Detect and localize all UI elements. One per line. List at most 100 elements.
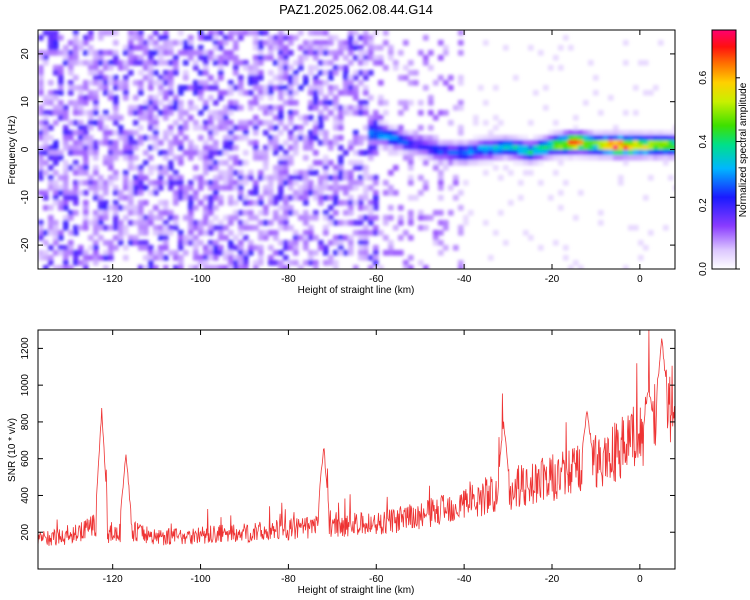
spectrogram-cell	[93, 190, 99, 196]
spectrogram-cell	[303, 200, 309, 206]
spectrogram-cell	[93, 50, 99, 56]
spectrogram-cell	[498, 175, 504, 181]
spectrogram-cell	[203, 150, 209, 156]
spectrogram-cell	[468, 150, 474, 156]
spectrogram-cell	[258, 255, 264, 261]
spectrogram-cell	[193, 150, 199, 156]
spectrogram-cell	[358, 205, 364, 211]
spectrogram-cell	[203, 180, 209, 186]
spectrogram-cell	[168, 185, 174, 191]
spectrogram-cell	[203, 105, 209, 111]
spectrogram-cell	[78, 245, 84, 251]
spectrogram-cell	[48, 185, 54, 191]
spectrogram-cell	[233, 145, 239, 151]
spectrogram-cell	[398, 145, 404, 151]
spectrogram-cell	[448, 160, 454, 166]
spectrogram-cell	[563, 255, 569, 261]
spectrogram-cell	[288, 160, 294, 166]
spectrogram-cell	[318, 245, 324, 251]
spectrogram-cell	[648, 140, 654, 146]
x-tick-label: -100	[191, 274, 211, 285]
spectrogram-cell	[243, 90, 249, 96]
spectrogram-cell	[478, 150, 484, 156]
spectrogram-cell	[48, 40, 54, 46]
spectrogram-cell	[208, 250, 214, 256]
spectrogram-cell	[493, 150, 499, 156]
spectrogram-cell	[78, 170, 84, 176]
spectrogram-cell	[413, 135, 419, 141]
spectrogram-cell	[63, 50, 69, 56]
spectrogram-cell	[408, 70, 414, 76]
spectrogram-cell	[283, 165, 289, 171]
spectrogram-cell	[483, 220, 489, 226]
spectrogram-cell	[133, 60, 139, 66]
spectrogram-cell	[68, 190, 74, 196]
spectrogram-cell	[113, 220, 119, 226]
spectrogram-cell	[328, 90, 334, 96]
spectrogram-cell	[98, 120, 104, 126]
spectrogram-cell	[58, 205, 64, 211]
spectrogram-cell	[308, 40, 314, 46]
spectrogram-cell	[218, 40, 224, 46]
spectrogram-cell	[353, 45, 359, 51]
spectrogram-cell	[113, 40, 119, 46]
spectrogram-cell	[243, 250, 249, 256]
spectrogram-cell	[233, 245, 239, 251]
spectrogram-cell	[108, 160, 114, 166]
spectrogram-cell	[133, 165, 139, 171]
spectrogram-cell	[503, 145, 509, 151]
spectrogram-cell	[498, 150, 504, 156]
spectrogram-cell	[488, 160, 494, 166]
spectrogram-cell	[423, 180, 429, 186]
spectrogram-cell	[328, 175, 334, 181]
spectrogram-cell	[423, 215, 429, 221]
spectrogram-cell	[263, 145, 269, 151]
spectrogram-cell	[78, 250, 84, 256]
spectrogram-cell	[348, 145, 354, 151]
spectrogram-cell	[288, 35, 294, 41]
spectrogram-cell	[248, 200, 254, 206]
spectrogram-cell	[398, 75, 404, 81]
spectrogram-cell	[313, 105, 319, 111]
spectrogram-cell	[193, 235, 199, 241]
spectrogram-cell	[663, 150, 669, 156]
spectrogram-cell	[38, 235, 44, 241]
spectrogram-cell	[488, 150, 494, 156]
spectrogram-cell	[323, 70, 329, 76]
spectrogram-cell	[478, 85, 484, 91]
spectrogram-cell	[153, 115, 159, 121]
spectrogram-cell	[173, 255, 179, 261]
spectrogram-cell	[493, 115, 499, 121]
spectrogram-cell	[118, 195, 124, 201]
spectrogram-cell	[338, 175, 344, 181]
spectrogram-cell	[478, 160, 484, 166]
spectrogram-cell	[428, 100, 434, 106]
spectrogram-cell	[328, 70, 334, 76]
spectrogram-cell	[293, 175, 299, 181]
spectrogram-cell	[163, 40, 169, 46]
spectrogram-cell	[308, 100, 314, 106]
x-tick-label: -120	[103, 574, 123, 585]
spectrogram-cell	[43, 140, 49, 146]
spectrogram-cell	[278, 155, 284, 161]
spectrogram-cell	[168, 210, 174, 216]
spectrogram-cell	[298, 175, 304, 181]
spectrogram-cell	[293, 235, 299, 241]
spectrogram-cell	[588, 155, 594, 161]
spectrogram-cell	[73, 250, 79, 256]
spectrogram-cell	[63, 135, 69, 141]
spectrogram-cell	[438, 160, 444, 166]
spectrogram-cell	[273, 75, 279, 81]
spectrogram-cell	[263, 90, 269, 96]
spectrogram-cell	[358, 35, 364, 41]
spectrogram-cell	[473, 120, 479, 126]
spectrogram-cell	[533, 90, 539, 96]
spectrogram-cell	[253, 245, 259, 251]
spectrogram-cell	[43, 145, 49, 151]
spectrogram-cell	[373, 140, 379, 146]
spectrogram-cell	[73, 185, 79, 191]
spectrogram-cell	[398, 110, 404, 116]
spectrogram-cell	[658, 130, 664, 136]
spectrogram-cell	[548, 135, 554, 141]
spectrogram-cell	[258, 230, 264, 236]
